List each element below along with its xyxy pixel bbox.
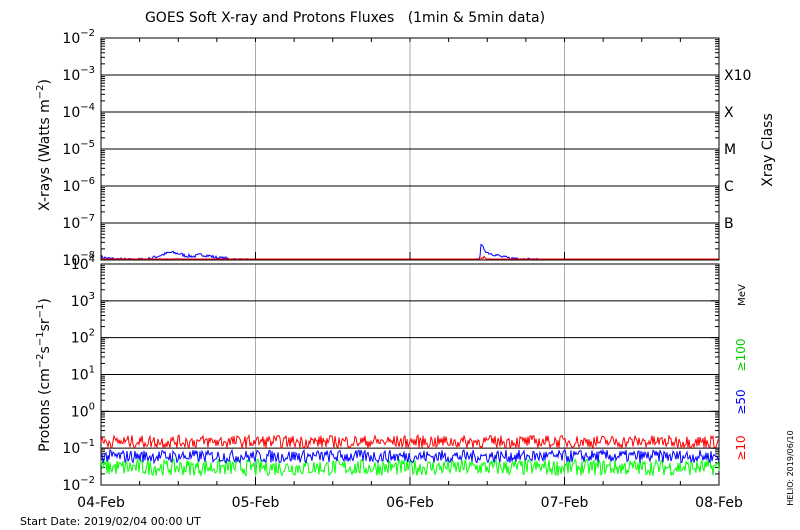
y-tick-label: 104 xyxy=(71,254,95,273)
xray-class-label: X10 xyxy=(724,68,751,84)
x-tick-label: 07-Feb xyxy=(541,495,589,511)
proton-panel: 104 103 102 101 100 10−1 10−2 xyxy=(62,254,720,494)
legend-ge100: ≥100 xyxy=(734,339,748,372)
proton-axis-title: Protons (cm−2s−1sr−1) xyxy=(35,298,53,452)
y-tick-label: 102 xyxy=(71,328,95,347)
y-tick-label: 10−2 xyxy=(62,28,95,47)
y-tick-label: 10−4 xyxy=(62,102,95,121)
y-tick-label: 101 xyxy=(71,365,95,384)
proton-series-line xyxy=(100,433,720,450)
legend-ge10: ≥10 xyxy=(734,435,748,460)
x-tick-label: 06-Feb xyxy=(386,495,434,511)
legend-ge50: ≥50 xyxy=(734,389,748,414)
chart-title: GOES Soft X-ray and Protons Fluxes (1min… xyxy=(145,10,545,26)
y-tick-label: 10−8 xyxy=(62,250,95,269)
y-tick-label: 100 xyxy=(71,401,95,420)
xray-panel: 10−2 10−3 10−4 10−5 10−6 10−7 10−8 X10 X M C B xyxy=(62,28,751,269)
y-tick-label: 10−5 xyxy=(62,139,95,158)
y-tick-label: 10−7 xyxy=(62,213,95,232)
x-tick-label: 08-Feb xyxy=(695,495,743,511)
xray-class-label: M xyxy=(724,142,736,158)
xray-class-label: B xyxy=(724,216,734,232)
y-tick-label: 10−2 xyxy=(62,475,95,494)
proton-series-line xyxy=(100,448,720,465)
xray-class-label: X xyxy=(724,105,734,121)
y-tick-label: 103 xyxy=(71,291,95,310)
y-tick-label: 10−1 xyxy=(62,438,95,457)
x-tick-label: 04-Feb xyxy=(77,495,125,511)
proton-unit-label: MeV xyxy=(737,284,748,306)
y-tick-label: 10−3 xyxy=(62,65,95,84)
x-tick-label: 05-Feb xyxy=(232,495,280,511)
y-tick-label: 10−6 xyxy=(62,176,95,195)
start-date-label: Start Date: 2019/02/04 00:00 UT xyxy=(20,515,201,528)
xray-class-title: Xray Class xyxy=(760,113,776,187)
xray-axis-title: X-rays (Watts m−2) xyxy=(35,79,53,211)
x-tick-labels: 04-Feb 05-Feb 06-Feb 07-Feb 08-Feb xyxy=(77,38,743,511)
helio-side-label: HELIO: 2019/06/10 xyxy=(786,430,795,505)
xray-class-label: C xyxy=(724,179,734,195)
